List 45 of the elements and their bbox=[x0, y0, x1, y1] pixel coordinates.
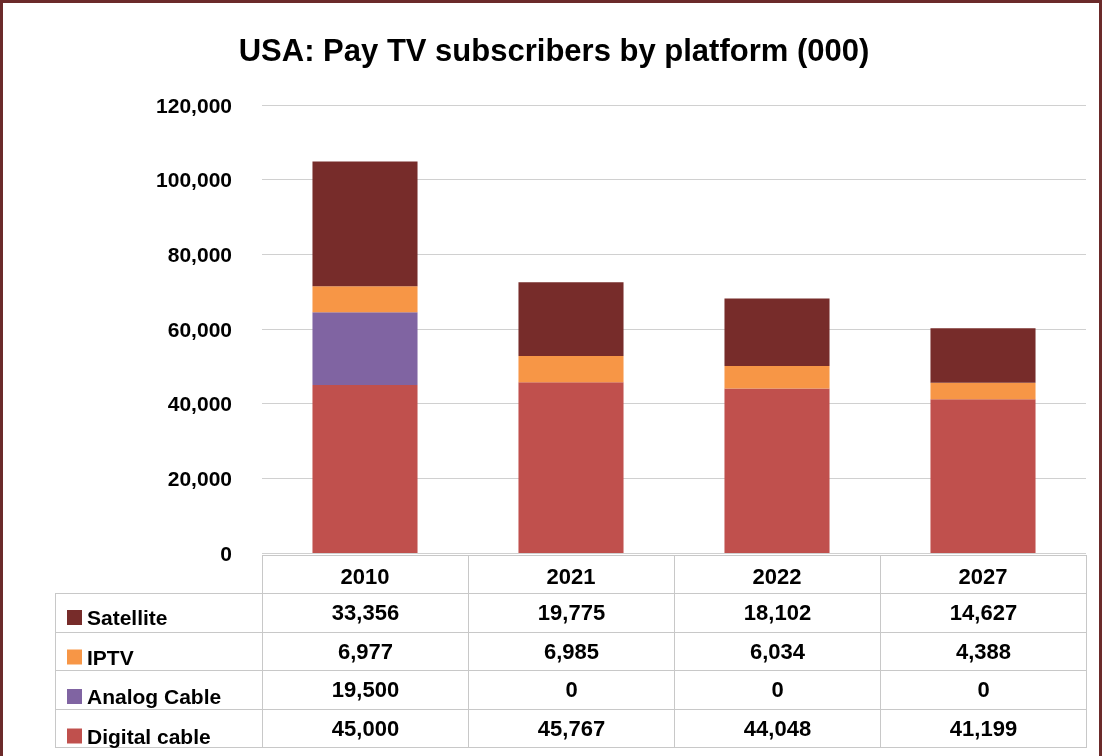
y-tick-label: 0 bbox=[220, 541, 232, 565]
data-label: 0 bbox=[880, 670, 1087, 710]
legend-label: Satellite bbox=[87, 606, 168, 629]
chart-title: USA: Pay TV subscribers by platform (000) bbox=[238, 33, 870, 68]
bar bbox=[312, 286, 418, 313]
y-tick-label: 20,000 bbox=[167, 466, 232, 490]
bar bbox=[312, 312, 418, 385]
x-tick-label: 2010 bbox=[340, 563, 390, 589]
data-label: 6,985 bbox=[468, 632, 675, 671]
data-label: 41,199 bbox=[880, 709, 1087, 748]
data-label: 6,034 bbox=[674, 632, 881, 671]
bar bbox=[518, 382, 624, 553]
y-tick-label: 60,000 bbox=[167, 317, 232, 341]
y-tick-label: 80,000 bbox=[167, 242, 232, 266]
data-label: 4,388 bbox=[880, 632, 1087, 671]
bar bbox=[930, 399, 1036, 553]
data-label: 44,048 bbox=[674, 709, 881, 748]
data-label: 18,102 bbox=[674, 593, 881, 633]
bar bbox=[724, 366, 830, 389]
x-tick-label: 2021 bbox=[546, 563, 596, 589]
bar bbox=[312, 161, 418, 287]
y-tick-label: 120,000 bbox=[156, 93, 232, 117]
bar bbox=[724, 388, 830, 553]
bar bbox=[724, 298, 830, 367]
bar bbox=[518, 282, 624, 357]
data-label: 19,775 bbox=[468, 593, 675, 633]
data-label: 45,000 bbox=[262, 709, 469, 748]
y-tick-label: 40,000 bbox=[167, 392, 232, 416]
bar bbox=[930, 328, 1036, 383]
bar bbox=[312, 385, 418, 553]
legend-label: IPTV bbox=[87, 645, 134, 669]
legend-label: Analog Cable bbox=[87, 685, 222, 708]
y-tick-label: 100,000 bbox=[156, 168, 232, 192]
x-tick-label: 2022 bbox=[752, 563, 802, 589]
bar bbox=[930, 382, 1036, 400]
data-label: 19,500 bbox=[262, 670, 469, 710]
legend-label: Digital cable bbox=[87, 724, 211, 748]
data-label: 14,627 bbox=[880, 593, 1087, 633]
x-tick-label: 2027 bbox=[958, 563, 1008, 589]
data-label: 0 bbox=[674, 670, 881, 710]
data-label: 45,767 bbox=[468, 709, 675, 748]
data-label: 6,977 bbox=[262, 632, 469, 671]
data-label: 0 bbox=[468, 670, 675, 710]
data-label: 33,356 bbox=[262, 593, 469, 633]
bar bbox=[518, 356, 624, 383]
